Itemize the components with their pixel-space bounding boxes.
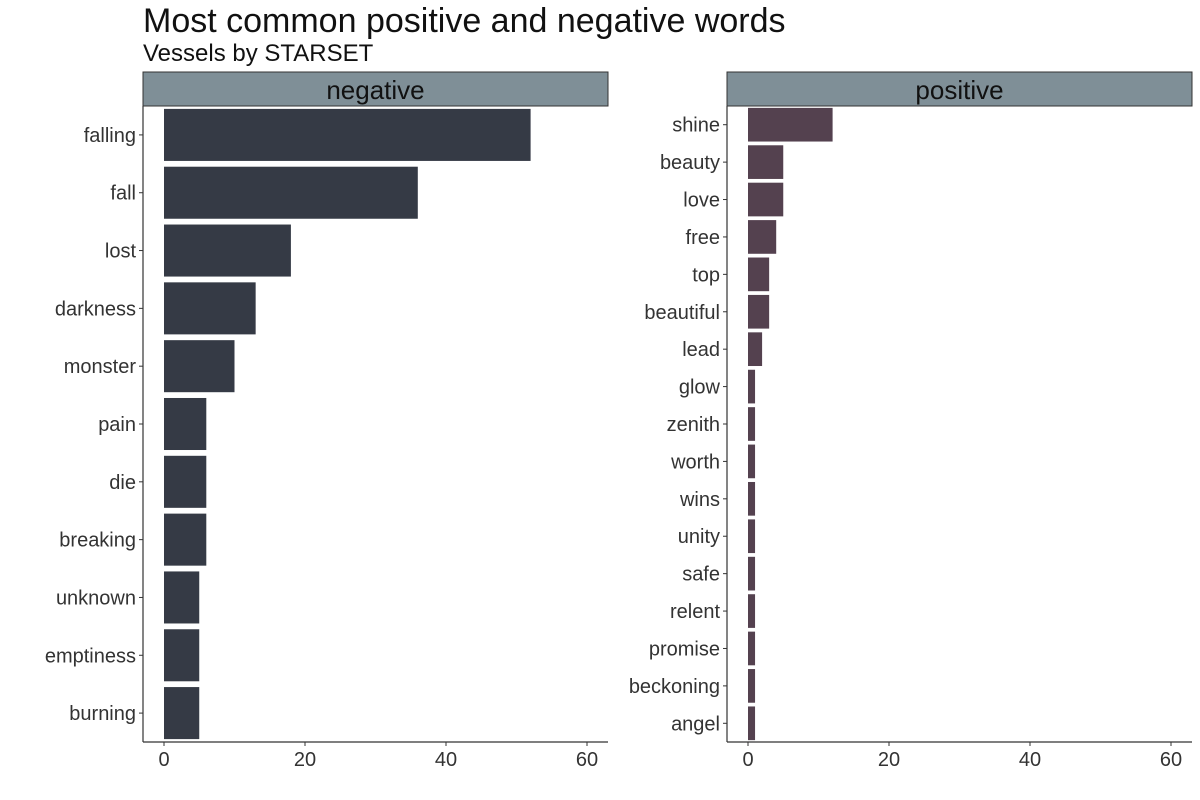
bar	[748, 669, 756, 703]
y-tick-label: die	[109, 472, 136, 494]
y-tick-label: worth	[670, 451, 720, 473]
bar	[748, 332, 763, 367]
y-tick-label: burning	[69, 703, 136, 725]
y-tick-label: angel	[671, 713, 720, 735]
bar	[164, 455, 207, 508]
bar	[748, 519, 756, 554]
x-tick-label: 40	[435, 749, 457, 771]
y-tick-label: beckoning	[629, 676, 720, 698]
y-tick-label: top	[692, 264, 720, 286]
y-tick-label: lead	[682, 339, 720, 361]
bar	[748, 369, 756, 404]
bar	[748, 182, 784, 217]
bar	[164, 629, 200, 682]
bar	[748, 145, 784, 179]
bar	[748, 220, 777, 254]
y-tick-label: pain	[98, 414, 136, 436]
bar	[748, 257, 770, 292]
y-tick-label: unity	[678, 526, 720, 548]
y-tick-label: glow	[679, 377, 721, 399]
y-tick-label: breaking	[59, 530, 136, 552]
bar	[164, 687, 200, 740]
bar	[164, 224, 291, 277]
chart-subtitle: Vessels by STARSET	[143, 40, 374, 67]
y-tick-label: emptiness	[45, 645, 136, 667]
y-tick-label: unknown	[56, 587, 136, 609]
bar	[164, 166, 418, 219]
chart-title: Most common positive and negative words	[143, 2, 786, 40]
y-tick-label: darkness	[55, 298, 136, 320]
x-tick-label: 20	[878, 749, 900, 771]
bar	[164, 513, 207, 566]
x-tick-label: 40	[1019, 749, 1041, 771]
y-tick-label: zenith	[667, 414, 720, 436]
y-tick-label: fall	[110, 183, 136, 205]
bar	[748, 631, 756, 666]
y-tick-label: beautiful	[644, 302, 720, 324]
bar	[748, 107, 833, 142]
x-tick-label: 0	[742, 749, 753, 771]
panel-positive: positive shine beauty love free top beautiful l…	[629, 71, 1193, 771]
bar	[164, 108, 531, 161]
y-tick-label: relent	[670, 601, 720, 623]
bar	[748, 481, 756, 516]
x-tick-label: 60	[576, 749, 598, 771]
x-tick-label: 20	[294, 749, 316, 771]
facet-strip-label: negative	[326, 75, 424, 105]
bar	[748, 706, 756, 741]
y-tick-label: wins	[679, 489, 720, 511]
y-tick-label: lost	[105, 241, 137, 263]
bar	[164, 340, 235, 393]
facet-strip	[726, 71, 1193, 107]
bar	[164, 282, 256, 335]
y-tick-label: love	[683, 190, 720, 212]
bar	[164, 397, 207, 451]
x-tick-label: 60	[1160, 749, 1182, 771]
y-tick-label: safe	[682, 564, 720, 586]
panel-negative: negative falling fall lost darkness monster pa…	[45, 71, 609, 771]
bar	[748, 294, 770, 329]
y-tick-label: beauty	[660, 152, 720, 174]
facet-strip-label: positive	[915, 75, 1003, 105]
bar	[748, 556, 756, 591]
facet-strip	[142, 71, 609, 107]
bar	[748, 407, 756, 441]
bar	[164, 571, 200, 624]
y-tick-label: shine	[672, 115, 720, 137]
x-tick-label: 0	[158, 749, 169, 771]
bar	[748, 594, 756, 628]
y-tick-label: promise	[649, 638, 720, 660]
y-tick-label: monster	[64, 356, 137, 378]
y-tick-label: falling	[84, 125, 136, 147]
bar	[748, 444, 756, 479]
y-tick-label: free	[686, 227, 720, 249]
